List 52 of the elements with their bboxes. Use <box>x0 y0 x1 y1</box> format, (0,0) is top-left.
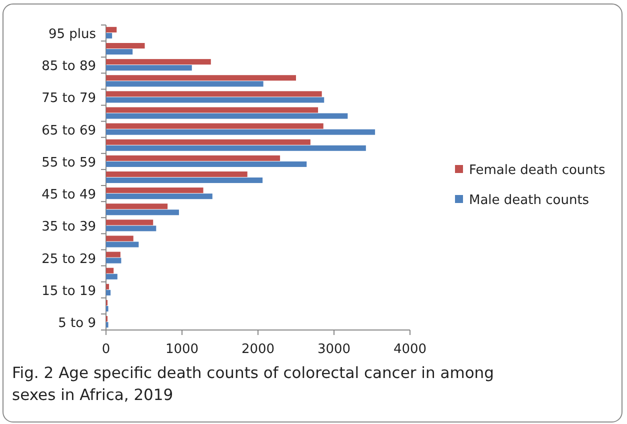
bar <box>106 236 134 242</box>
bar <box>106 194 212 200</box>
bar <box>106 161 307 167</box>
x-tick-label: 3000 <box>317 342 351 357</box>
bar <box>106 252 120 258</box>
x-tick-label: 4000 <box>393 342 427 357</box>
bar <box>106 75 296 81</box>
bar <box>106 139 310 145</box>
bar <box>106 42 145 49</box>
bar <box>106 258 122 264</box>
y-tick-label: 45 to 49 <box>42 188 96 203</box>
bar <box>106 91 322 97</box>
x-tick-label: 1000 <box>165 342 199 357</box>
bar <box>106 204 168 210</box>
bar <box>106 226 156 232</box>
bar <box>106 26 117 32</box>
y-tick-label: 95 plus <box>48 26 96 42</box>
y-tick-label: 55 to 59 <box>42 155 96 170</box>
bar <box>106 268 114 274</box>
y-tick-label: 35 to 39 <box>42 220 96 235</box>
bar <box>106 242 139 248</box>
bar <box>106 188 204 194</box>
legend-label: Female death counts <box>469 163 606 178</box>
bar <box>106 284 110 290</box>
y-tick-label: 25 to 29 <box>42 252 96 267</box>
bar <box>106 220 154 226</box>
y-tick-label: 5 to 9 <box>58 316 96 332</box>
bar <box>106 32 112 38</box>
y-tick-label: 85 to 89 <box>42 59 96 74</box>
y-tick-label: 75 to 79 <box>42 91 96 106</box>
bar <box>106 65 192 71</box>
bar <box>106 113 348 119</box>
bar <box>106 210 179 216</box>
bar <box>106 274 118 280</box>
bar <box>106 178 263 184</box>
y-tick-label: 65 to 69 <box>42 123 96 138</box>
bar <box>106 49 133 55</box>
bar <box>106 59 211 65</box>
y-tick-label: 15 to 19 <box>42 284 96 299</box>
bar <box>106 145 366 151</box>
bar <box>106 81 264 87</box>
x-tick-label: 0 <box>102 342 110 357</box>
bar <box>106 171 248 177</box>
bar <box>106 155 280 161</box>
bar <box>106 123 324 129</box>
bar <box>106 290 111 296</box>
text: Fig. 2 Age specific death counts of colorectal cancer in among sexes in Africa, 2019 <box>12 364 494 404</box>
bar <box>106 129 376 135</box>
bar <box>106 97 324 103</box>
bar <box>106 107 318 113</box>
x-tick-label: 2000 <box>241 342 275 357</box>
legend-label: Male death counts <box>469 193 590 208</box>
